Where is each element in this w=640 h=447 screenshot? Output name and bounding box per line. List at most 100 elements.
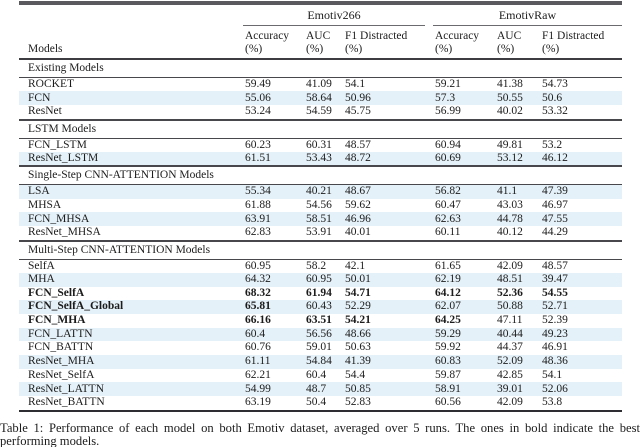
value-cell: 62.07 bbox=[435, 300, 461, 313]
model-name-cell: MHSA bbox=[28, 198, 62, 211]
column-gap bbox=[425, 226, 433, 240]
value-cell: 63.19 bbox=[245, 396, 271, 409]
table-row: ResNet_MHSA 62.83 53.91 40.01 60.11 40.12 44.2… bbox=[19, 226, 622, 240]
value-cell: 62.21 bbox=[245, 368, 271, 381]
value-cell: 39.47 bbox=[542, 273, 568, 286]
column-gap bbox=[425, 396, 433, 410]
value-cell: 44.37 bbox=[497, 341, 523, 354]
value-cell: 50.01 bbox=[345, 273, 371, 286]
table-row: ResNet_LSTM 61.51 53.43 48.72 60.69 53.12 46.1… bbox=[19, 151, 622, 167]
value-cell: 40.21 bbox=[306, 185, 332, 198]
value-cell: 55.34 bbox=[245, 185, 271, 198]
value-cell: 48.57 bbox=[542, 259, 568, 272]
value-cell: 61.11 bbox=[245, 355, 271, 368]
value-cell: 60.4 bbox=[245, 327, 266, 340]
value-cell: 56.56 bbox=[306, 327, 332, 340]
value-cell: 63.51 bbox=[306, 314, 332, 327]
value-cell: 53.2 bbox=[542, 138, 563, 151]
value-cell: 42.09 bbox=[497, 259, 523, 272]
value-cell: 58.2 bbox=[306, 259, 327, 272]
model-name-cell: FCN bbox=[28, 91, 51, 104]
value-cell: 53.43 bbox=[306, 151, 332, 164]
model-name-cell: FCN_LATTN bbox=[28, 327, 93, 340]
value-cell: 40.44 bbox=[497, 327, 523, 340]
results-table: Emotiv266 EmotivRaw Models Accuracy (%) A… bbox=[19, 1, 622, 412]
table-body: Existing Models ROCKET 59.49 41.09 54.1 59.21… bbox=[19, 59, 622, 411]
value-cell: 61.65 bbox=[435, 259, 461, 272]
column-gap bbox=[425, 212, 433, 226]
value-cell: 62.19 bbox=[435, 273, 461, 286]
value-cell: 46.91 bbox=[542, 341, 568, 354]
value-cell: 40.02 bbox=[497, 105, 523, 118]
value-cell: 59.92 bbox=[435, 341, 461, 354]
value-cell: 60.56 bbox=[435, 396, 461, 409]
value-cell: 54.59 bbox=[306, 105, 332, 118]
value-cell: 53.32 bbox=[542, 105, 568, 118]
column-gap bbox=[425, 382, 433, 396]
table-row: FCN_SelfA_Global 65.81 60.43 52.29 62.07 50.8… bbox=[19, 300, 622, 314]
value-cell: 42.85 bbox=[497, 368, 523, 381]
value-cell: 53.12 bbox=[497, 151, 523, 164]
group-gap bbox=[425, 3, 433, 26]
value-cell: 60.11 bbox=[435, 226, 461, 239]
column-gap bbox=[425, 300, 433, 314]
value-cell: 60.47 bbox=[435, 198, 461, 211]
column-gap bbox=[425, 185, 433, 199]
value-cell: 56.99 bbox=[435, 105, 461, 118]
header-spacer bbox=[19, 3, 243, 26]
column-gap bbox=[425, 328, 433, 342]
value-cell: 47.55 bbox=[542, 212, 568, 225]
value-cell: 50.63 bbox=[345, 341, 371, 354]
value-cell: 56.82 bbox=[435, 185, 461, 198]
table-row: SelfA 60.95 58.2 42.1 61.65 42.09 48.57 bbox=[19, 259, 622, 273]
column-gap bbox=[425, 273, 433, 287]
group-header-emotivraw: EmotivRaw bbox=[433, 3, 622, 26]
value-cell: 60.43 bbox=[306, 300, 332, 313]
column-gap bbox=[425, 78, 433, 92]
value-cell: 54.1 bbox=[345, 78, 366, 90]
value-cell: 65.81 bbox=[245, 300, 271, 313]
model-name-cell: FCN_SelfA bbox=[28, 286, 85, 299]
value-cell: 59.87 bbox=[435, 368, 461, 381]
value-cell: 59.01 bbox=[306, 341, 332, 354]
value-cell: 54.73 bbox=[542, 78, 568, 90]
col-header-auc-raw: AUC (%) bbox=[495, 25, 540, 60]
table-row: FCN_LATTN 60.4 56.56 48.66 59.29 40.44 49.23 bbox=[19, 327, 622, 342]
section-title: LSTM Models bbox=[19, 118, 622, 139]
value-cell: 42.1 bbox=[345, 259, 366, 272]
column-gap bbox=[425, 199, 433, 213]
value-cell: 59.29 bbox=[435, 327, 461, 340]
table-row: LSA 55.34 40.21 48.67 56.82 41.1 47.39 bbox=[19, 184, 622, 199]
model-name-cell: FCN_SelfA_Global bbox=[28, 300, 124, 313]
value-cell: 57.3 bbox=[435, 91, 456, 104]
value-cell: 54.4 bbox=[345, 368, 366, 381]
value-cell: 64.32 bbox=[245, 273, 271, 286]
column-gap bbox=[425, 369, 433, 383]
table-row: FCN 55.06 58.64 50.96 57.3 50.55 50.6 bbox=[19, 91, 622, 106]
value-cell: 60.76 bbox=[245, 341, 271, 354]
value-cell: 54.99 bbox=[245, 382, 271, 395]
table-caption: Table 1: Performance of each model on bo… bbox=[0, 421, 640, 447]
value-cell: 41.38 bbox=[497, 78, 523, 90]
value-cell: 50.4 bbox=[306, 396, 327, 409]
model-name-cell: ResNet_LSTM bbox=[28, 151, 99, 164]
column-gap bbox=[425, 287, 433, 301]
value-cell: 54.1 bbox=[542, 368, 563, 381]
table-row: MHA 64.32 60.95 50.01 62.19 48.51 39.47 bbox=[19, 272, 622, 287]
value-cell: 52.29 bbox=[345, 300, 371, 313]
value-cell: 59.21 bbox=[435, 78, 461, 90]
value-cell: 54.84 bbox=[306, 355, 332, 368]
model-name-cell: ResNet_BATTN bbox=[28, 396, 105, 409]
value-cell: 47.39 bbox=[542, 185, 568, 198]
value-cell: 48.67 bbox=[345, 185, 371, 198]
value-cell: 50.96 bbox=[345, 91, 371, 104]
col-header-accuracy-raw: Accuracy (%) bbox=[433, 25, 495, 60]
value-cell: 49.23 bbox=[542, 327, 568, 340]
value-cell: 59.49 bbox=[245, 78, 271, 90]
value-cell: 46.12 bbox=[542, 151, 568, 164]
section-header-row: Existing Models bbox=[19, 59, 622, 78]
value-cell: 61.51 bbox=[245, 151, 271, 164]
value-cell: 64.25 bbox=[435, 314, 461, 327]
value-cell: 43.03 bbox=[497, 198, 523, 211]
value-cell: 44.78 bbox=[497, 212, 523, 225]
